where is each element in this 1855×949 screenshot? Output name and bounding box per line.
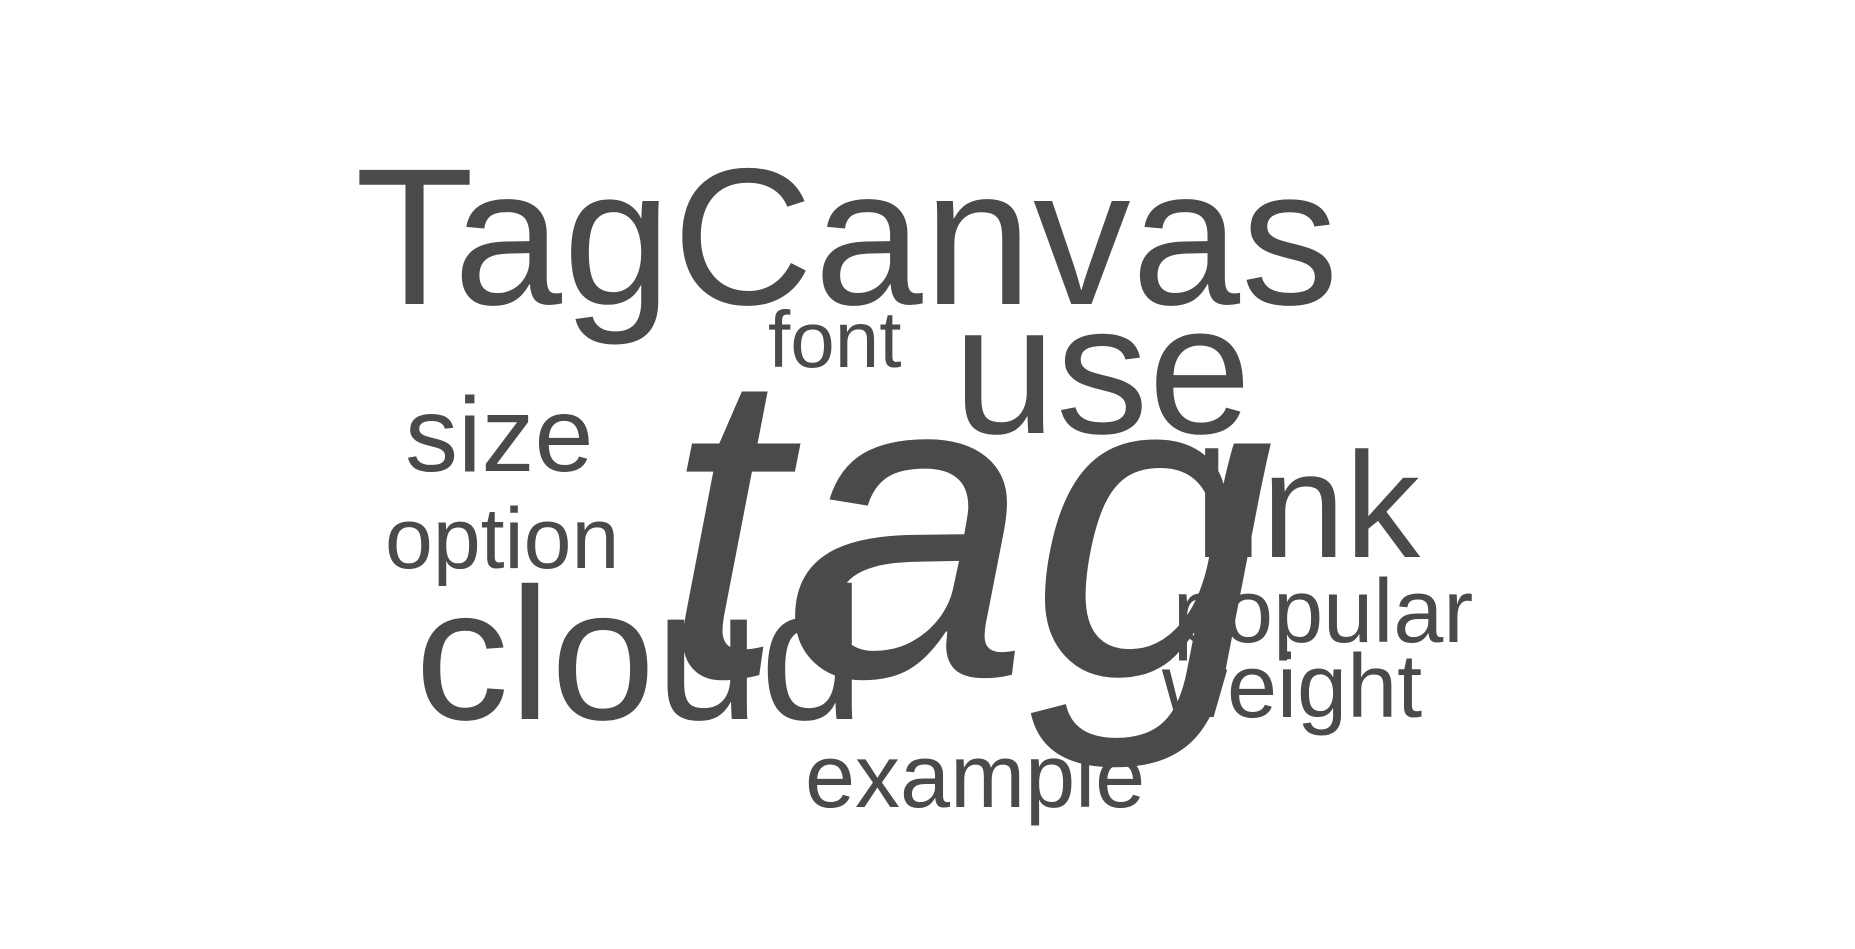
tag-word-option[interactable]: option [385,491,620,587]
tag-word-link[interactable]: link [1195,421,1421,589]
tag-word-font[interactable]: font [768,295,902,384]
tag-word-popular[interactable]: popular [1173,562,1474,662]
tag-word-tag[interactable]: tag [663,279,1275,770]
tag-word-example[interactable]: example [805,727,1146,827]
tag-word-cloud[interactable]: cloud [415,549,865,759]
tag-word-use[interactable]: use [953,267,1252,473]
tag-word-tagcanvas[interactable]: TagCanvas [355,128,1340,346]
tag-word-size[interactable]: size [405,376,594,494]
tag-word-weight[interactable]: weight [1162,637,1423,737]
